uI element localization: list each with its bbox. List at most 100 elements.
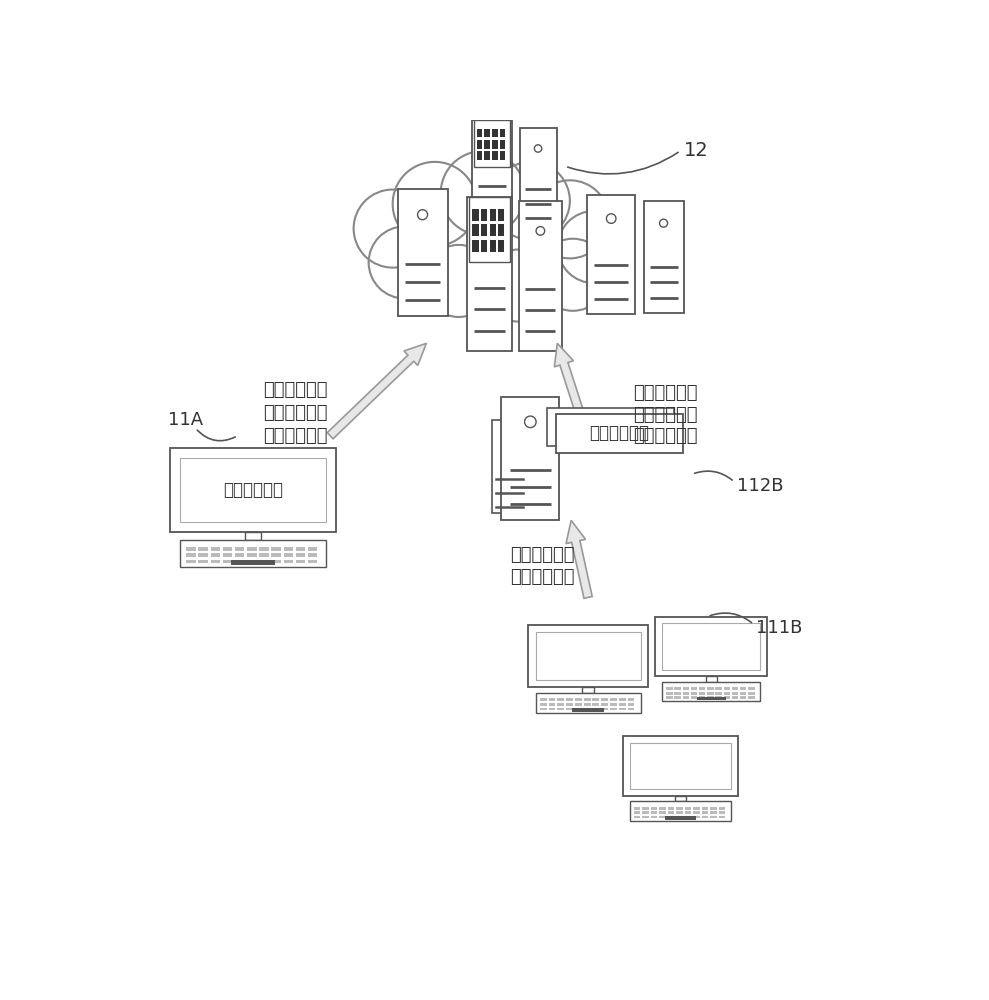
Bar [592,698,599,701]
Bar [474,120,510,167]
Bar [707,696,714,699]
Bar [663,623,761,670]
Bar [651,816,658,818]
Bar [573,708,604,712]
Bar [519,201,562,351]
Bar [566,698,573,701]
Ellipse shape [421,220,616,305]
Bar [584,698,590,701]
Bar [498,224,504,236]
Bar [715,687,722,690]
Bar [690,692,697,695]
Bar [223,553,232,557]
Bar [223,560,232,563]
Bar [630,743,731,789]
Bar [540,708,547,710]
Bar [284,547,293,551]
Bar [296,547,306,551]
Bar [180,458,326,522]
Bar [663,682,761,701]
Circle shape [524,416,536,428]
Text: 数据获取请求: 数据获取请求 [263,380,327,398]
Bar [296,553,306,557]
Bar [601,708,608,710]
Bar [549,708,556,710]
Bar [477,129,483,137]
Bar [693,811,700,814]
Bar [558,708,564,710]
Bar [628,703,635,706]
Bar [642,811,649,814]
Text: 身份认证信息: 身份认证信息 [263,427,327,445]
Bar [492,151,497,160]
Bar [499,129,505,137]
Bar [549,703,556,706]
Bar [467,197,512,351]
Bar [499,151,505,160]
Bar [180,540,326,567]
Bar [490,224,495,236]
Bar [536,632,641,680]
Bar [211,560,220,563]
Text: 身份认证信息: 身份认证信息 [509,546,575,564]
Bar [492,140,497,149]
Text: 112B: 112B [737,477,783,495]
Bar [668,807,674,810]
Bar [473,209,479,221]
Circle shape [558,211,630,283]
Bar [211,547,220,551]
Bar [619,698,626,701]
Bar [676,811,682,814]
Bar [667,696,673,699]
Bar [584,703,590,706]
Bar [296,560,306,563]
Bar [308,553,317,557]
Bar [477,151,483,160]
Bar [710,811,717,814]
Bar [710,816,717,818]
Bar [284,560,293,563]
Bar [490,209,495,221]
Bar [398,189,448,316]
Polygon shape [555,343,590,435]
Bar [628,708,635,710]
Bar [749,692,755,695]
Circle shape [483,250,555,322]
Bar [271,547,281,551]
Circle shape [606,214,616,223]
Bar [472,120,512,232]
Bar [485,129,490,137]
Polygon shape [566,520,592,598]
Bar [682,692,689,695]
Bar [707,692,714,695]
Bar [749,687,755,690]
Bar [592,703,599,706]
Bar [682,696,689,699]
Bar [470,197,509,262]
Bar [642,807,649,810]
Circle shape [492,162,570,240]
Bar [724,692,730,695]
Bar [308,547,317,551]
Bar [284,553,293,557]
Bar [707,687,714,690]
Text: 11A: 11A [168,411,204,429]
Bar [223,547,232,551]
Bar [724,696,730,699]
Bar [740,696,747,699]
Bar [498,240,504,252]
Bar [651,807,658,810]
Bar [492,420,526,513]
Bar [699,687,705,690]
Bar [610,703,617,706]
Bar [715,692,722,695]
Bar [473,240,479,252]
Bar [668,816,674,818]
Bar [644,201,683,312]
Bar [668,811,674,814]
Text: 身份认证信息: 身份认证信息 [633,427,697,445]
Bar [271,553,281,557]
Bar [583,687,594,693]
Bar [492,129,497,137]
Bar [623,736,738,796]
